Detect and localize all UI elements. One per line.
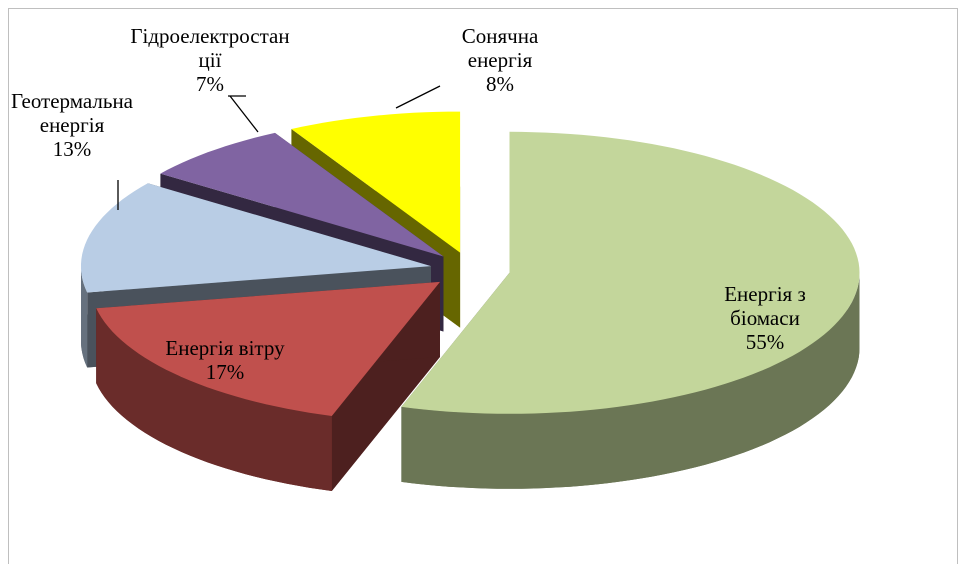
slice-label: Сонячна енергія 8% [435, 24, 565, 96]
slice-top [96, 281, 440, 416]
slice-value: 8% [486, 72, 514, 96]
slice-outer-wall [401, 272, 860, 489]
pie-slice [401, 131, 860, 489]
slice-value: 7% [196, 72, 224, 96]
slice-label: Енергія з біомаси 55% [690, 282, 840, 354]
leader-line [395, 85, 441, 109]
slice-name: Гідроелектростанції [130, 24, 290, 72]
slice-name: Сонячна енергія [461, 24, 539, 72]
slice-value: 17% [205, 360, 245, 384]
pie-slice [96, 281, 440, 491]
slice-outer-wall [81, 266, 88, 368]
slice-name: Геотермальна енергія [10, 89, 134, 137]
slice-name: Енергія з біомаси [724, 282, 806, 330]
slice-outer-wall [96, 308, 332, 491]
slice-value: 55% [745, 330, 785, 354]
slice-top [81, 183, 431, 293]
slice-top [160, 132, 444, 257]
slice-value: 13% [52, 137, 92, 161]
slice-label: Гідроелектростанції 7% [128, 24, 293, 96]
slice-label: Енергія вітру 17% [140, 336, 310, 384]
leader-line [229, 95, 259, 133]
slice-top [401, 131, 860, 414]
slice-name: Енергія вітру [165, 336, 285, 360]
chart-frame [8, 8, 958, 564]
slice-top [291, 111, 461, 253]
slice-label: Геотермальна енергія 13% [2, 89, 142, 161]
